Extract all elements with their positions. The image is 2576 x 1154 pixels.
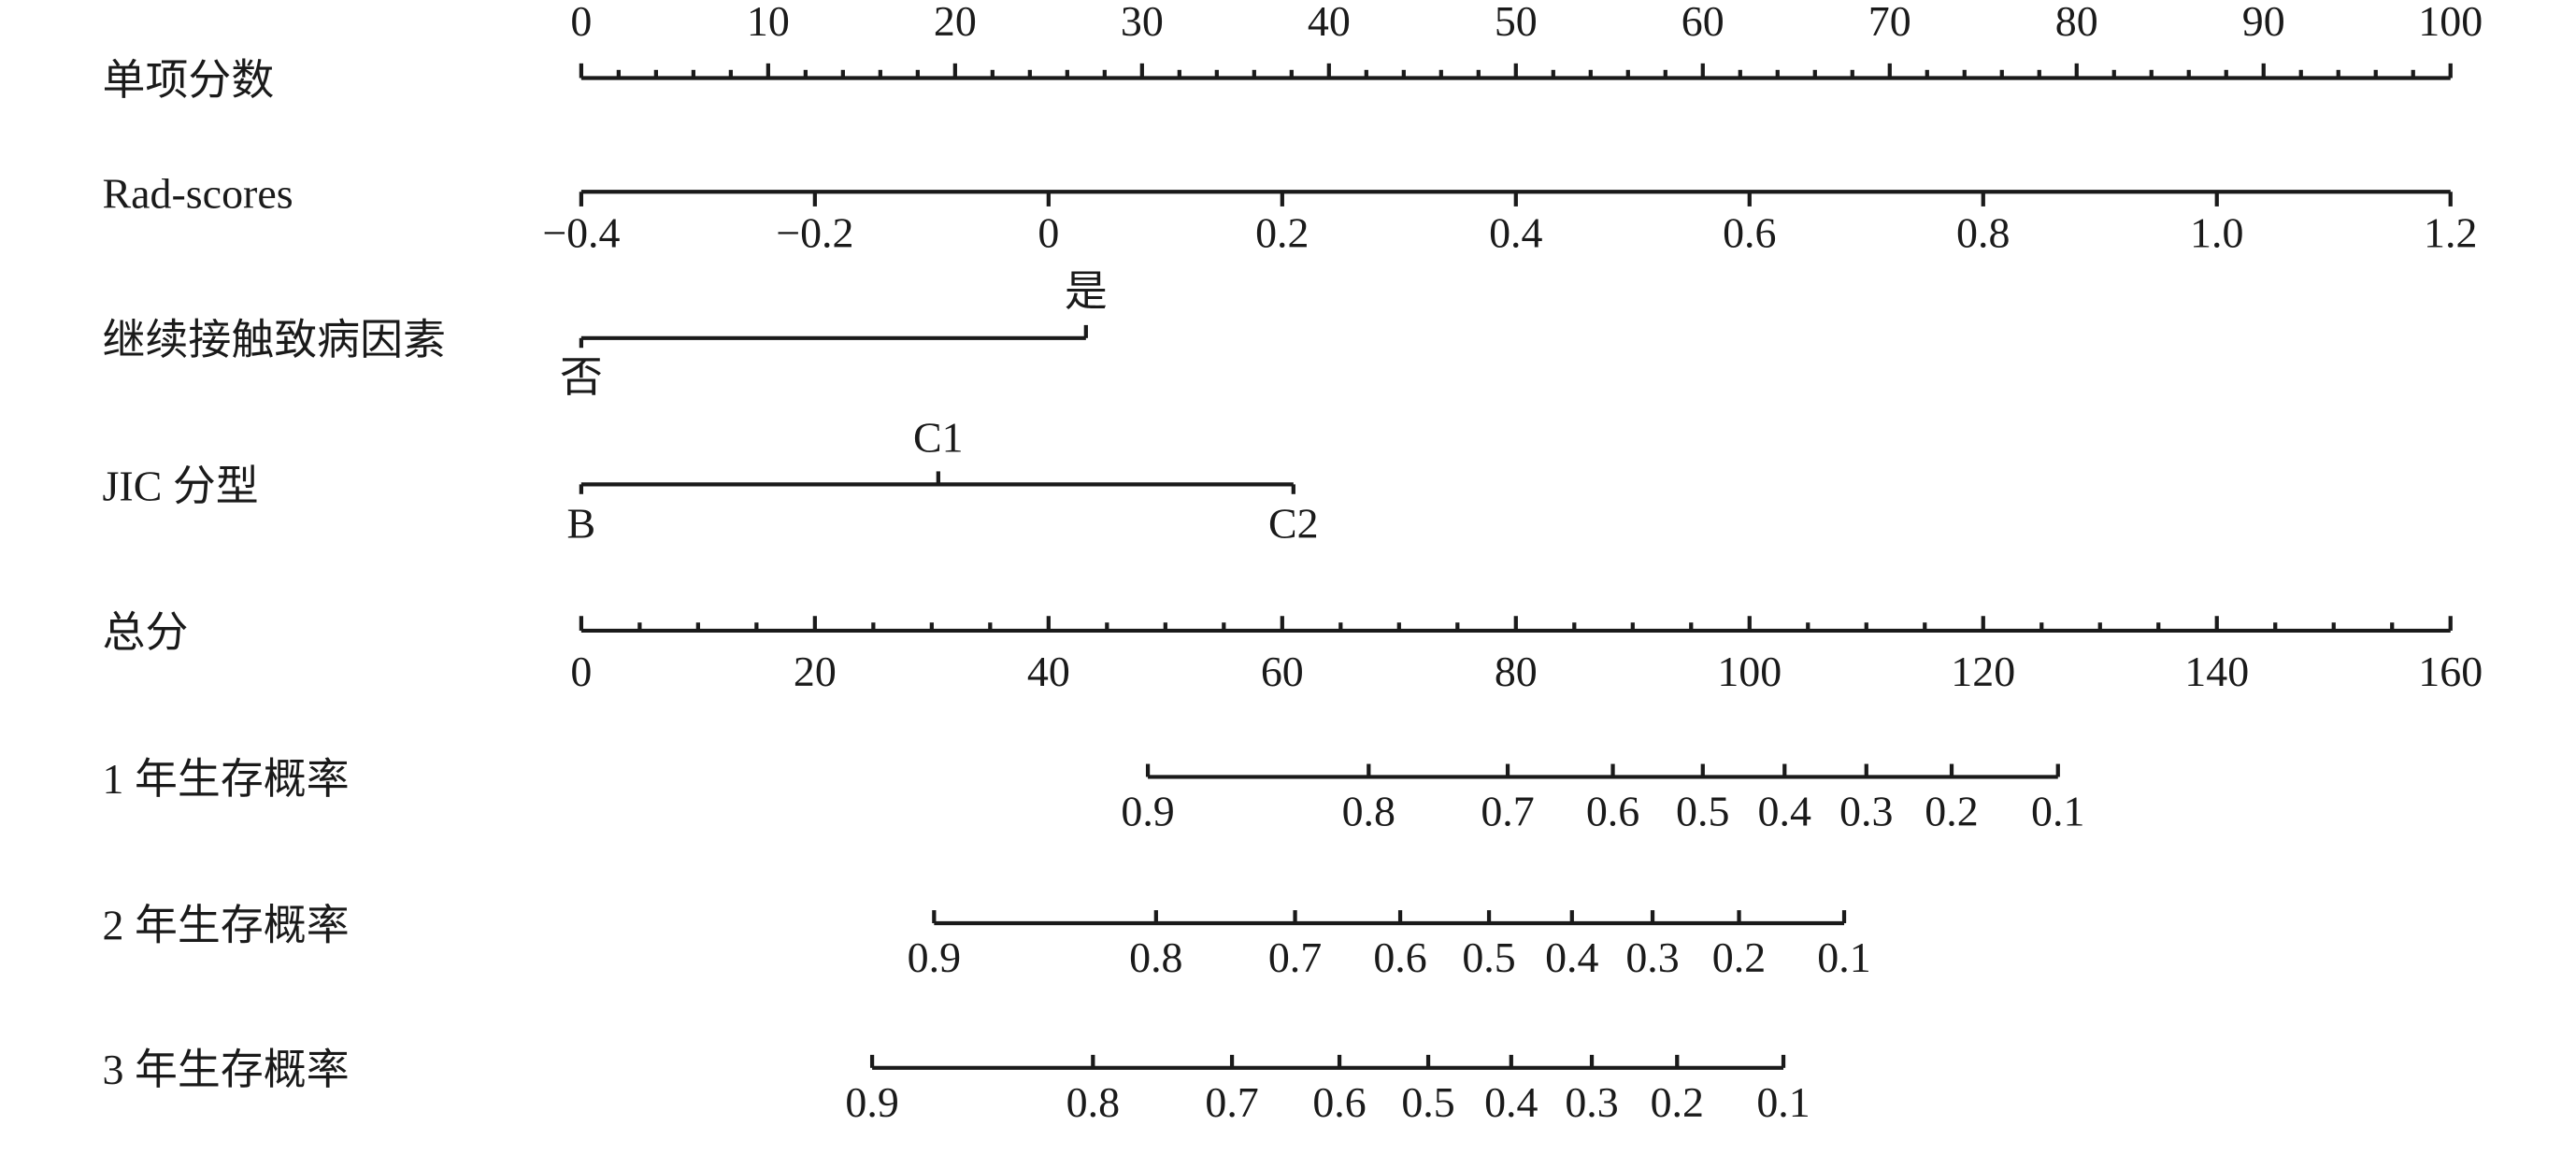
tick-label: 160: [2418, 648, 2483, 695]
tick-label: 0.7: [1205, 1078, 1258, 1126]
tick-label: 0.1: [2031, 788, 2084, 835]
tick-label: 70: [1868, 0, 1911, 45]
tick-label: 40: [1308, 0, 1351, 45]
tick-label: 0.2: [1255, 209, 1309, 257]
tick-label: 0.8: [1342, 788, 1395, 835]
tick-label: 0.7: [1268, 933, 1322, 981]
tick-label: 60: [1261, 648, 1304, 695]
tick-label: 80: [2055, 0, 2098, 45]
tick-label: 0.8: [1956, 209, 2010, 257]
tick-label: 0.6: [1373, 933, 1426, 981]
row-label: 单项分数: [103, 56, 275, 104]
tick-label: −0.2: [776, 209, 853, 257]
tick-label: 90: [2242, 0, 2285, 45]
tick-label: 100: [1717, 648, 1782, 695]
tick-label: 0.3: [1839, 788, 1893, 835]
tick-label: 1.0: [2190, 209, 2243, 257]
tick-label: 0.2: [1712, 933, 1766, 981]
tick-label: 140: [2184, 648, 2249, 695]
tick-label: 0.4: [1758, 788, 1812, 835]
tick-label: 0.9: [845, 1078, 898, 1126]
tick-label: 100: [2418, 0, 2483, 45]
tick-label: 0.8: [1129, 933, 1182, 981]
tick-label: 0.9: [1121, 788, 1174, 835]
row-label: 3 年生存概率: [103, 1046, 350, 1093]
tick-label: 40: [1027, 648, 1070, 695]
tick-label: 50: [1495, 0, 1538, 45]
tick-label: 0.6: [1312, 1078, 1366, 1126]
tick-label: 0.5: [1462, 933, 1515, 981]
tick-label: 0.2: [1651, 1078, 1704, 1126]
tick-label: 0: [570, 0, 592, 45]
tick-label: 0.7: [1481, 788, 1534, 835]
tick-label: 0: [570, 648, 592, 695]
category-label: B: [567, 500, 596, 548]
tick-label: 0.4: [1489, 209, 1543, 257]
tick-label: 0.6: [1723, 209, 1776, 257]
tick-label: 1.2: [2424, 209, 2477, 257]
tick-label: 80: [1495, 648, 1538, 695]
tick-label: 20: [794, 648, 837, 695]
row-label: 2 年生存概率: [103, 902, 350, 949]
row-label: Rad-scores: [103, 170, 293, 218]
tick-label: −0.4: [542, 209, 621, 257]
tick-label: 0.9: [908, 933, 961, 981]
tick-label: 0.1: [1756, 1078, 1810, 1126]
tick-label: 0.1: [1817, 933, 1870, 981]
tick-label: 20: [934, 0, 977, 45]
row-label: 继续接触致病因素: [103, 316, 446, 363]
tick-label: 60: [1682, 0, 1724, 45]
category-label: C1: [913, 414, 964, 462]
tick-label: 0.4: [1545, 933, 1599, 981]
tick-label: 0.2: [1925, 788, 1978, 835]
tick-label: 0.5: [1401, 1078, 1454, 1126]
tick-label: 0.6: [1586, 788, 1639, 835]
tick-label: 30: [1121, 0, 1164, 45]
category-label: 否: [560, 353, 603, 401]
tick-label: 120: [1951, 648, 2015, 695]
tick-label: 0.3: [1565, 1078, 1618, 1126]
category-label: C2: [1268, 500, 1319, 548]
category-label: 是: [1065, 267, 1108, 315]
row-label: JIC 分型: [103, 463, 259, 510]
tick-label: 0.8: [1066, 1078, 1120, 1126]
row-label: 1 年生存概率: [103, 755, 350, 803]
row-label: 总分: [103, 609, 189, 657]
tick-label: 0.5: [1676, 788, 1729, 835]
tick-label: 0: [1038, 209, 1059, 257]
tick-label: 0.4: [1484, 1078, 1538, 1126]
tick-label: 0.3: [1625, 933, 1679, 981]
tick-label: 10: [747, 0, 790, 45]
